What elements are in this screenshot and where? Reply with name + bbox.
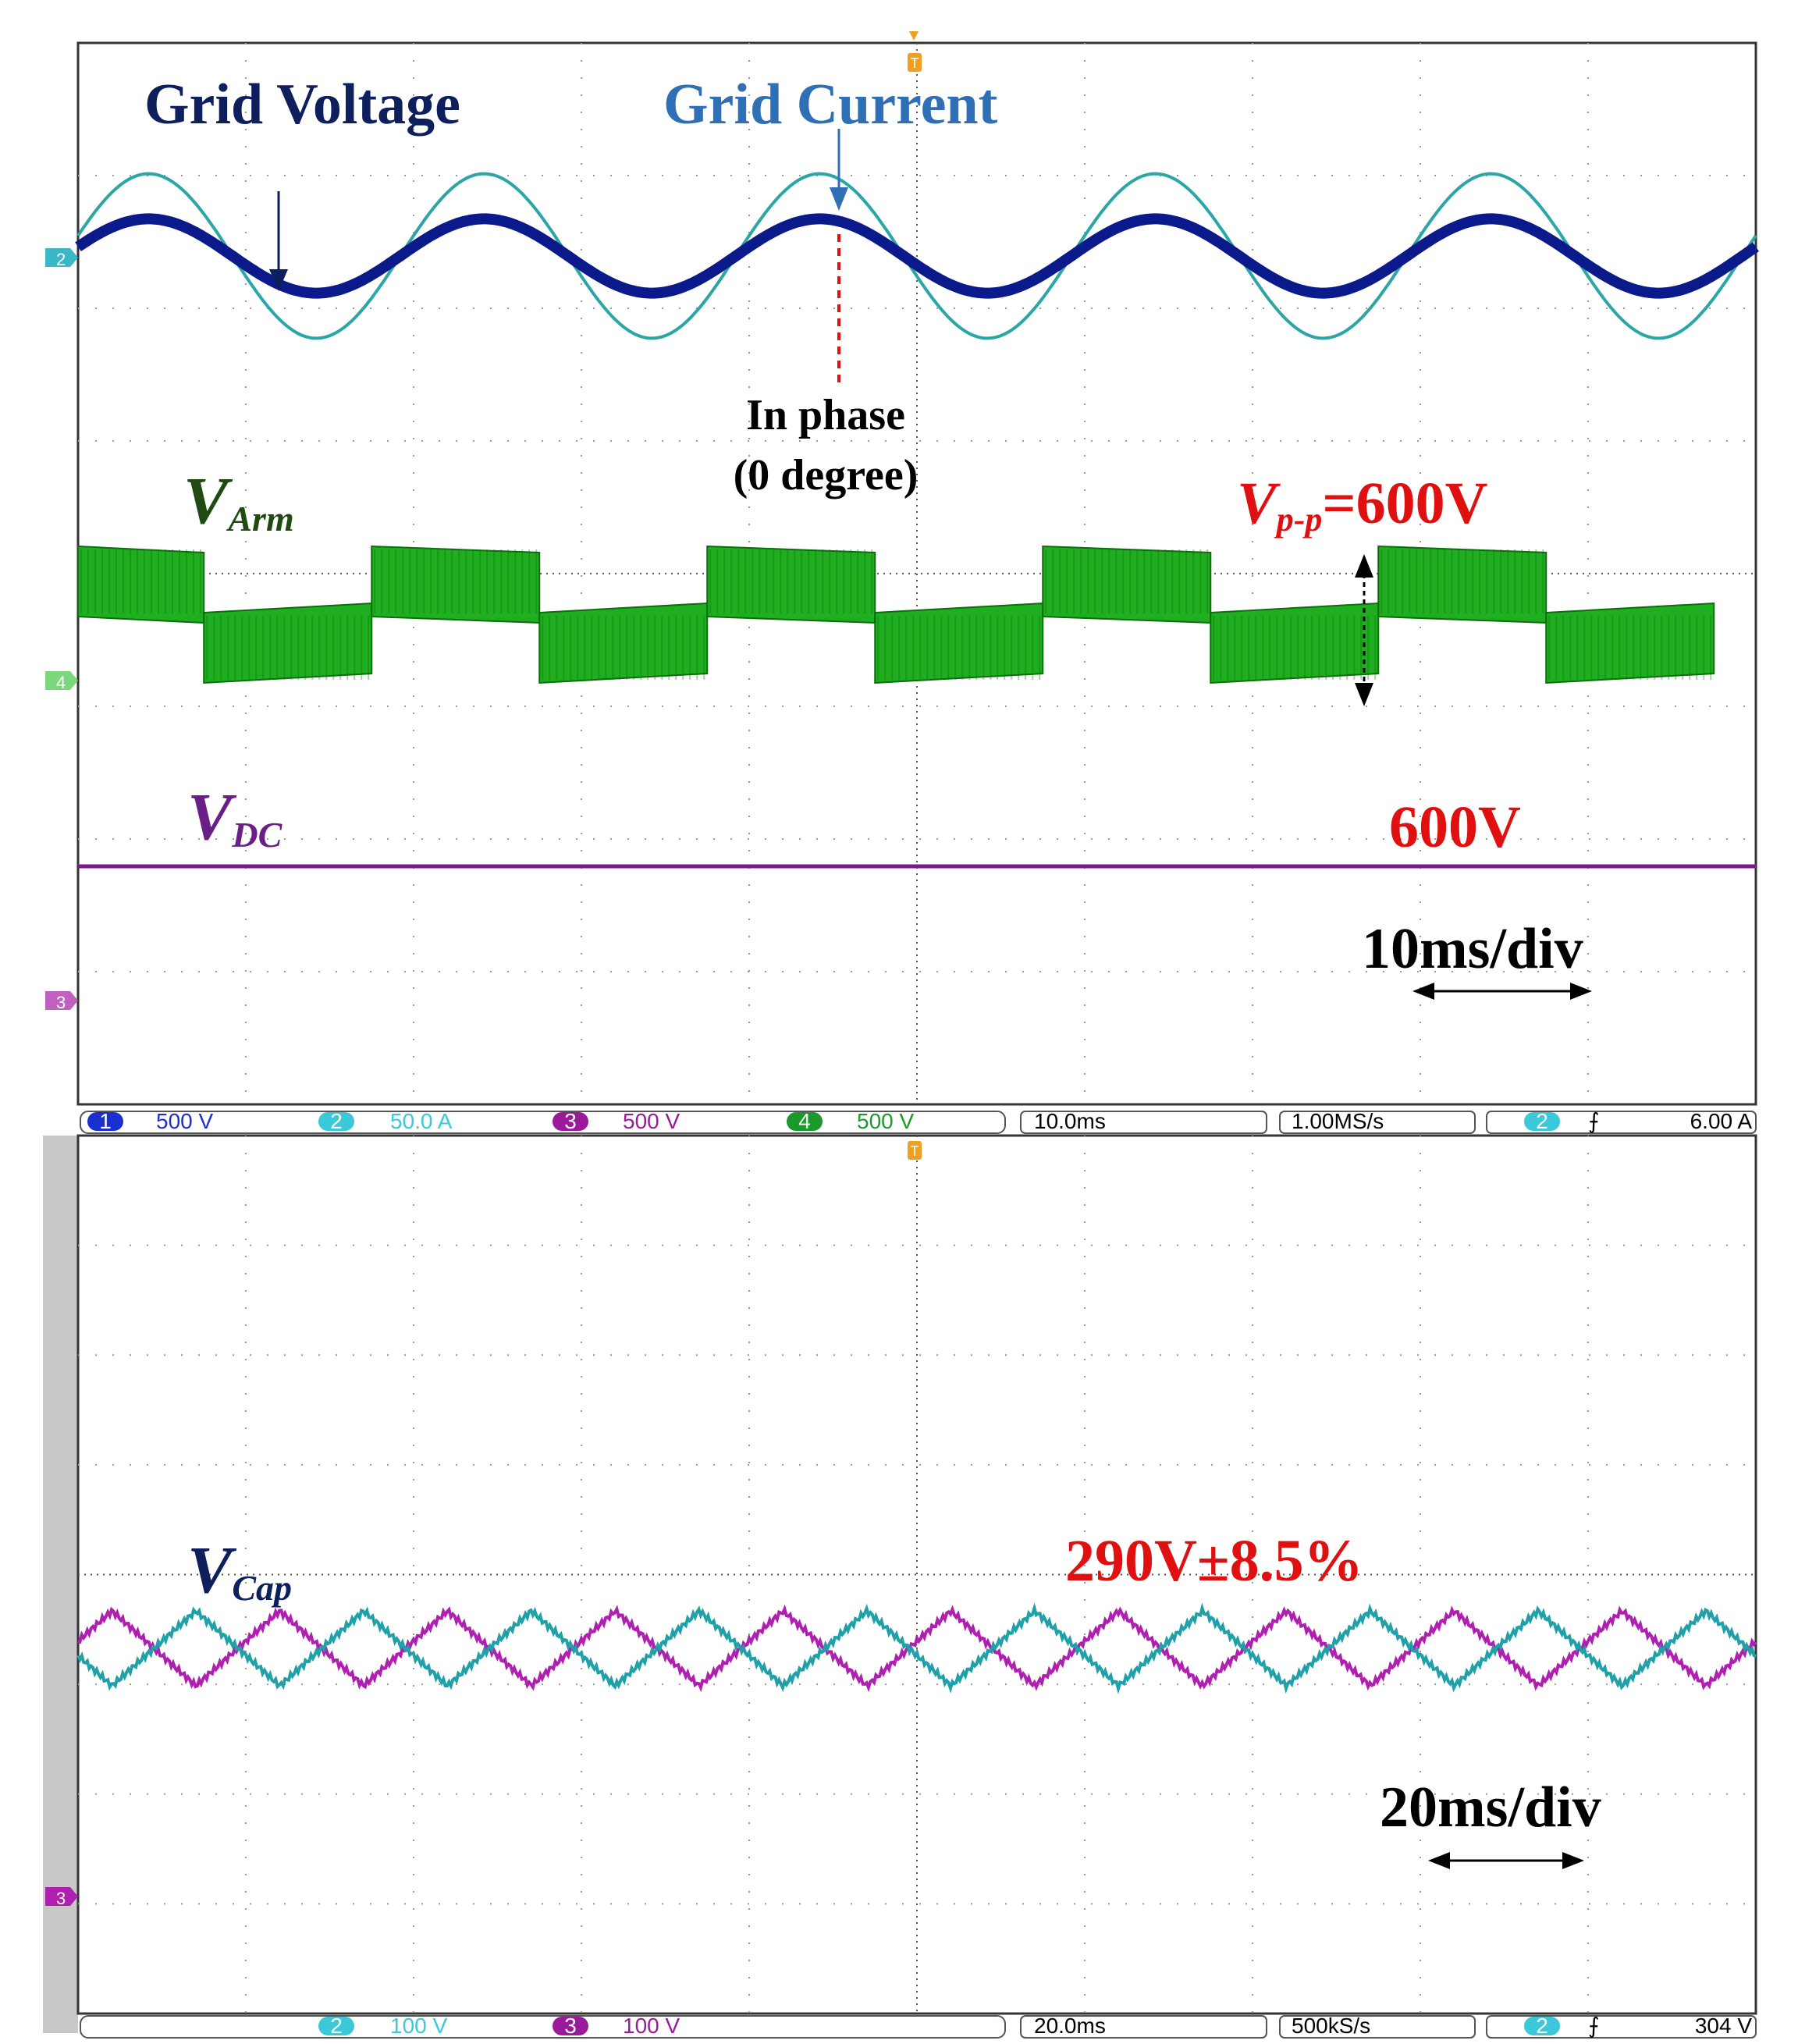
svg-text:1: 1 <box>99 1109 112 1133</box>
channel-marker-3-bottom: 3 <box>45 1887 78 1908</box>
v-arm-segment-9 <box>1545 602 1715 684</box>
svg-text:⨍: ⨍ <box>1588 2014 1600 2038</box>
svg-text:2: 2 <box>1536 2014 1548 2038</box>
svg-text:4: 4 <box>798 1109 811 1133</box>
bottom-timebase-label: 20ms/div <box>1380 1776 1601 1840</box>
v-arm-segment-6 <box>1042 545 1212 624</box>
svg-text:2: 2 <box>330 1109 343 1133</box>
bottom-trigger-badge <box>1524 2017 1560 2035</box>
grid-voltage-label: Grid Voltage <box>144 73 460 137</box>
v-pp-arrow <box>1355 554 1373 706</box>
in-phase-label-line1: In phase <box>746 391 905 439</box>
grid-voltage-arrow <box>269 191 288 291</box>
svg-text:2: 2 <box>330 2014 343 2038</box>
trigger-marker-bottom: T <box>908 1141 922 1160</box>
top-timebase-arrow <box>1412 983 1592 1000</box>
v-arm-segment-4 <box>706 545 876 624</box>
top-trigger-level: 6.00 A <box>1690 1109 1753 1133</box>
svg-text:T: T <box>911 55 919 71</box>
svg-text:3: 3 <box>56 993 66 1012</box>
v-arm-segment-8 <box>1377 545 1547 624</box>
v-arm-label: VArm <box>183 463 294 539</box>
v-cap-trace-b <box>76 1602 1757 1694</box>
bottom-status-bar: 2 100 V 3 100 V 20.0ms 500kS/s 2 ⨍ 304 V <box>80 2014 1757 2039</box>
grid-current-label: Grid Current <box>663 73 998 137</box>
v-arm-segment-2 <box>371 545 541 624</box>
ch3-badge <box>553 1112 588 1131</box>
svg-text:3: 3 <box>564 1109 577 1133</box>
top-traces <box>75 172 1759 869</box>
channel-marker-4: 4 <box>45 671 78 692</box>
top-sample-rate: 1.00MS/s <box>1292 1109 1384 1133</box>
bottom-traces <box>76 1602 1757 1694</box>
v-arm-segment-0 <box>77 545 205 624</box>
ch1-scale: 500 V <box>156 1109 213 1133</box>
grid-voltage-trace <box>75 213 1759 299</box>
svg-text:2: 2 <box>1536 1109 1548 1133</box>
bottom-ch3-badge <box>553 2017 588 2035</box>
bottom-trigger-level: 304 V <box>1695 2014 1752 2038</box>
grid-current-trace <box>76 172 1757 340</box>
top-graticule <box>78 43 1756 1104</box>
channel-marker-3: 3 <box>45 991 78 1012</box>
channel-marker-2: 2 <box>45 248 78 269</box>
svg-text:4: 4 <box>56 673 66 692</box>
in-phase-label-line2: (0 degree) <box>734 451 919 499</box>
svg-text:3: 3 <box>56 1889 66 1908</box>
v-arm-segment-7 <box>1210 602 1380 684</box>
bottom-ch2-badge <box>318 2017 354 2035</box>
v-cap-trace-a <box>77 1604 1757 1693</box>
v-arm-segment-3 <box>538 602 709 684</box>
svg-text:⨍: ⨍ <box>1588 1109 1600 1133</box>
ch4-scale: 500 V <box>857 1109 914 1133</box>
top-timebase-label: 10ms/div <box>1362 917 1583 981</box>
bottom-left-strip <box>43 1136 78 2033</box>
svg-text:2: 2 <box>56 250 66 269</box>
bottom-ch2-scale: 100 V <box>390 2014 447 2038</box>
bottom-timebase-arrow <box>1428 1852 1584 1869</box>
v-arm-segment-1 <box>203 602 373 684</box>
svg-text:3: 3 <box>564 2014 577 2038</box>
ch1-badge <box>87 1112 123 1131</box>
v-arm-segment-5 <box>874 602 1044 684</box>
v-cap-label: VCap <box>187 1532 292 1608</box>
top-time-div: 10.0ms <box>1034 1109 1106 1133</box>
trigger-marker-top: T <box>908 31 922 72</box>
top-panel: T 2 4 3 Grid Voltage Grid Current In pha… <box>45 31 1759 1134</box>
ch3-scale: 500 V <box>623 1109 680 1133</box>
top-status-bar: 1 500 V 2 50.0 A 3 500 V 4 500 V 10.0ms … <box>78 1108 1757 1134</box>
ch2-badge <box>318 1112 354 1131</box>
bottom-panel: T 3 VCap 290V±8.5% 20ms/div 2 100 V 3 10… <box>43 1134 1757 2039</box>
bottom-sample-rate: 500kS/s <box>1292 2014 1370 2038</box>
v-dc-label: VDC <box>187 779 283 855</box>
bottom-graticule <box>78 1136 1756 2014</box>
bottom-ch3-scale: 100 V <box>623 2014 680 2038</box>
ch4-badge <box>787 1112 823 1131</box>
top-trigger-badge <box>1524 1112 1560 1131</box>
bottom-time-div: 20.0ms <box>1034 2014 1106 2038</box>
v-pp-label: Vp-p=600V <box>1237 471 1488 539</box>
svg-text:T: T <box>911 1143 919 1159</box>
ch2-scale: 50.0 A <box>390 1109 453 1133</box>
v-dc-value: 600V <box>1389 794 1521 860</box>
v-cap-value: 290V±8.5% <box>1065 1528 1363 1594</box>
grid-current-arrow <box>830 129 848 211</box>
